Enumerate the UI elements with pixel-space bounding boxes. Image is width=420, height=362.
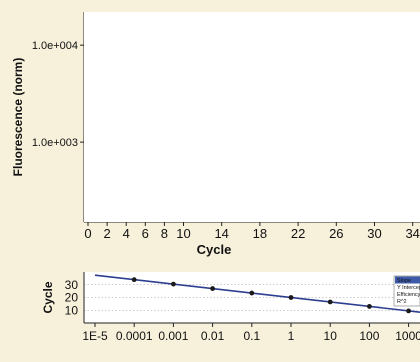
bottom-y-axis-title: Cycle <box>41 281 55 313</box>
x-tick-label: 34 <box>405 226 419 241</box>
bottom-x-tick-label: 100 <box>359 329 379 343</box>
bottom-x-tick-label: 0.01 <box>201 329 225 343</box>
x-tick-label: 22 <box>291 226 305 241</box>
bottom-y-tick-label: 20 <box>65 291 79 305</box>
bottom-x-tick-label: 0.1 <box>243 329 260 343</box>
x-tick-label: 2 <box>103 226 110 241</box>
x-tick-label: 10 <box>176 226 190 241</box>
x-tick-label: 30 <box>367 226 381 241</box>
bottom-x-tick-label: 1E-5 <box>82 329 108 343</box>
legend-entry: Slope <box>397 278 411 284</box>
legend-entry: Y Intercept <box>397 285 420 291</box>
bottom-y-tick-label: 30 <box>65 278 79 292</box>
bottom-x-tick-label: 0.0001 <box>116 329 153 343</box>
legend-entry: Efficiency <box>397 292 420 298</box>
x-tick-label: 26 <box>329 226 343 241</box>
x-tick-label: 6 <box>142 226 149 241</box>
top-plot-background <box>84 12 420 222</box>
standard-curve-point <box>249 291 254 296</box>
bottom-y-tick-label: 10 <box>65 303 79 317</box>
legend-entry: R^2 <box>397 299 407 305</box>
x-tick-label: 18 <box>253 226 267 241</box>
bottom-x-tick-label: 1 <box>288 329 295 343</box>
x-tick-label: 0 <box>84 226 91 241</box>
standard-curve-point <box>210 286 215 291</box>
y-tick-label: 1.0e+004 <box>32 40 78 52</box>
bottom-x-tick-label: 1000 <box>395 329 420 343</box>
x-tick-label: 8 <box>161 226 168 241</box>
y-tick-label: 1.0e+003 <box>32 137 78 149</box>
standard-curve-point <box>289 295 294 300</box>
x-tick-label: 14 <box>214 226 228 241</box>
standard-curve-point <box>406 308 411 313</box>
standard-curve-point <box>171 282 176 287</box>
standard-curve-point <box>367 304 372 309</box>
bottom-x-tick-label: 0.001 <box>158 329 188 343</box>
y-axis-title: Fluorescence (norm) <box>11 58 25 177</box>
standard-curve-point <box>132 277 137 282</box>
x-axis-title: Cycle <box>197 242 232 257</box>
x-tick-label: 4 <box>123 226 130 241</box>
bottom-x-tick-label: 10 <box>324 329 338 343</box>
standard-curve-plot: 1020301E-50.00010.0010.010.111010010001C… <box>41 272 420 357</box>
standard-curve-point <box>328 300 333 305</box>
